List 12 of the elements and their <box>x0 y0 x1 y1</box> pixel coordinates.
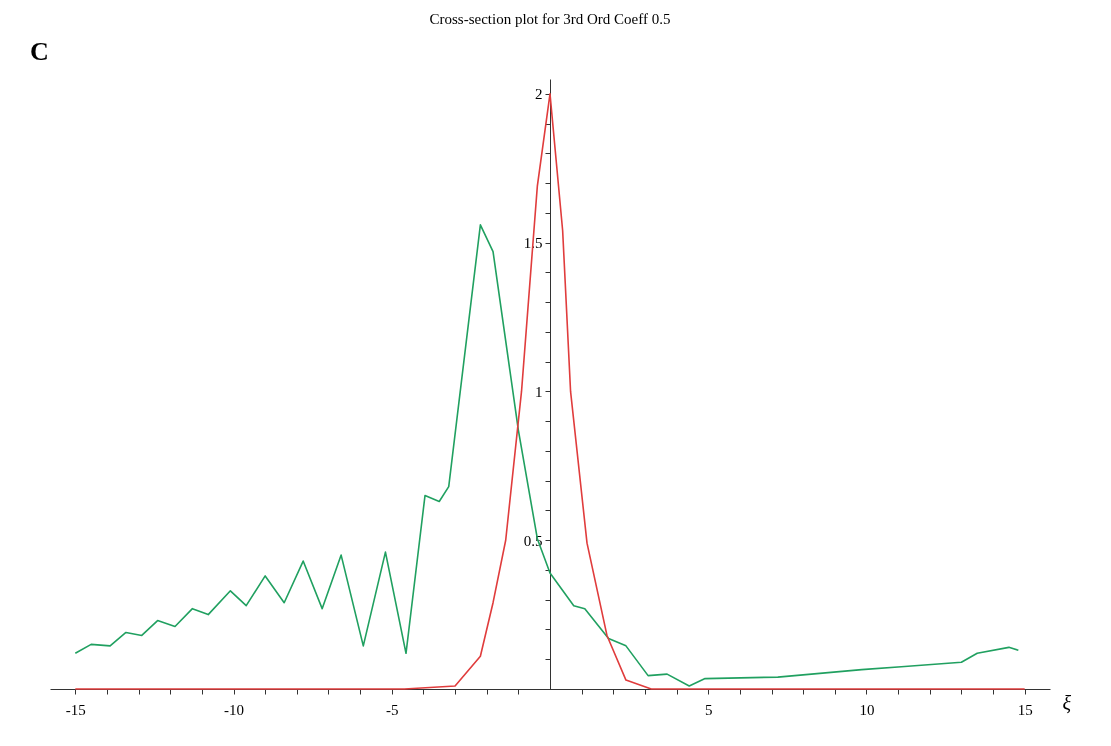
x-axis-title: ξ <box>1062 691 1072 714</box>
x-tick-label: 15 <box>1017 701 1033 718</box>
x-tick-label: -10 <box>224 701 245 718</box>
line-series <box>74 224 1020 687</box>
text: C <box>30 37 49 66</box>
y-tick-label: 1 <box>535 383 543 400</box>
x-tick-label: 5 <box>704 701 713 718</box>
x-tick-label: 10 <box>859 701 875 718</box>
chart-title: Cross-section plot for 3rd Ord Coeff 0.5 <box>429 11 671 27</box>
x-tick-label: -15 <box>65 701 86 718</box>
x-tick-label: -5 <box>386 701 399 718</box>
y-tick-label: 2 <box>535 86 543 103</box>
